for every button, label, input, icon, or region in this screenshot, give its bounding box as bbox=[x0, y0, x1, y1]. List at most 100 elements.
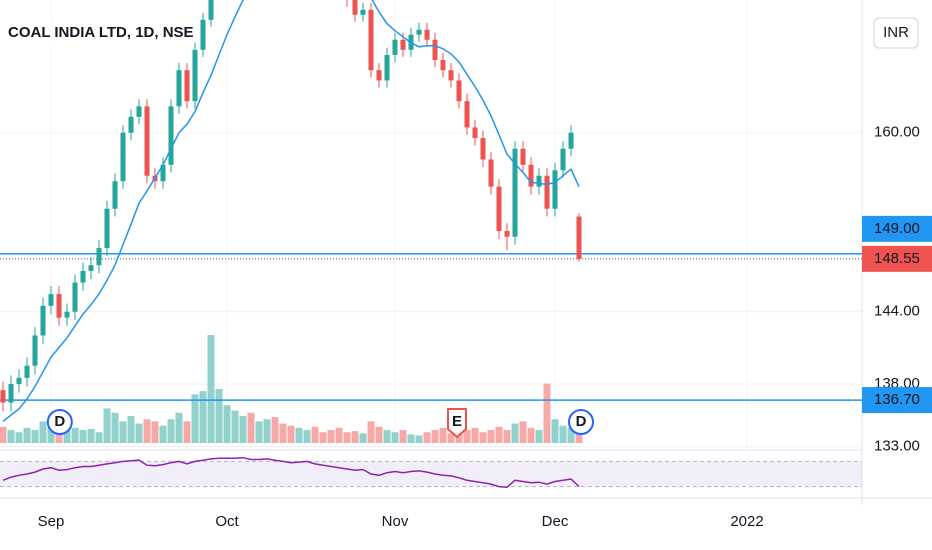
candle-body bbox=[432, 39, 438, 60]
candle-body bbox=[176, 70, 182, 107]
price-label: 148.55 bbox=[874, 250, 920, 267]
volume-bar bbox=[287, 425, 295, 443]
volume-bar bbox=[519, 421, 527, 443]
candle-body bbox=[192, 49, 198, 102]
y-tick-label: 160.00 bbox=[874, 124, 920, 141]
volume-bar bbox=[271, 417, 279, 443]
title-bg bbox=[0, 20, 192, 46]
dividend-marker[interactable] bbox=[46, 409, 73, 435]
volume-bar bbox=[87, 428, 95, 443]
volume-bar bbox=[495, 426, 503, 443]
volume-bar bbox=[327, 430, 335, 443]
volume-bar bbox=[119, 421, 127, 443]
candle-body bbox=[496, 186, 502, 232]
volume-bar bbox=[159, 425, 167, 443]
volume-bar bbox=[79, 430, 87, 443]
volume-bar bbox=[383, 430, 391, 443]
volume-bar bbox=[111, 412, 119, 443]
price-label-box bbox=[862, 387, 932, 414]
volume-bar bbox=[543, 383, 551, 443]
volume-bar bbox=[375, 426, 383, 443]
volume-bar bbox=[431, 430, 439, 443]
dividend-marker[interactable] bbox=[568, 409, 594, 435]
candle-body bbox=[520, 148, 526, 165]
candle-body bbox=[352, 0, 358, 15]
candle-body bbox=[24, 365, 30, 378]
volume-bar bbox=[415, 435, 423, 443]
rsi-band bbox=[0, 461, 862, 487]
candle-body bbox=[488, 159, 494, 187]
volume-bar bbox=[71, 427, 79, 443]
candle-body bbox=[200, 19, 206, 50]
volume-bar bbox=[279, 423, 287, 443]
currency-button[interactable] bbox=[873, 17, 919, 49]
event-label: E bbox=[452, 413, 462, 430]
volume-bar bbox=[447, 433, 455, 443]
volume-bar bbox=[487, 430, 495, 443]
volume-bar bbox=[103, 408, 111, 443]
volume-bar bbox=[503, 430, 511, 443]
volume-bar bbox=[239, 416, 247, 443]
volume-bar bbox=[263, 419, 271, 443]
candle-body bbox=[208, 0, 214, 20]
candle-body bbox=[568, 132, 574, 149]
candle-body bbox=[528, 164, 534, 187]
volume-bar bbox=[23, 427, 31, 443]
volume-bar bbox=[95, 432, 103, 443]
candle-body bbox=[8, 384, 14, 403]
candle-body bbox=[448, 70, 454, 81]
event-label: D bbox=[576, 413, 587, 430]
candle-body bbox=[160, 164, 166, 182]
y-tick-label: 144.00 bbox=[874, 303, 920, 320]
candle-body bbox=[480, 138, 486, 160]
x-tick-label: Sep bbox=[38, 513, 65, 530]
volume-bar bbox=[359, 433, 367, 443]
earnings-marker[interactable] bbox=[447, 408, 467, 439]
volume-bar bbox=[151, 421, 159, 443]
candle-body bbox=[504, 231, 510, 237]
volume-bar bbox=[311, 426, 319, 443]
volume-bar bbox=[439, 427, 447, 443]
moving-average bbox=[2, 0, 580, 422]
x-tick-label: Nov bbox=[382, 513, 409, 530]
candle-body bbox=[552, 170, 558, 209]
candle-body bbox=[416, 29, 422, 35]
candle-body bbox=[360, 9, 366, 15]
volume-bar bbox=[295, 427, 303, 443]
candle-body bbox=[16, 377, 22, 385]
candle-body bbox=[384, 54, 390, 81]
x-tick-label: Oct bbox=[215, 513, 239, 530]
rsi-line bbox=[2, 456, 580, 488]
candle-body bbox=[48, 294, 54, 306]
candle-body bbox=[120, 132, 126, 182]
candle-body bbox=[400, 39, 406, 50]
candle-body bbox=[392, 39, 398, 55]
candle-body bbox=[472, 127, 478, 139]
price-label-box bbox=[862, 215, 932, 242]
candle-body bbox=[456, 80, 462, 102]
volume-bar bbox=[247, 412, 255, 443]
volume-bar bbox=[127, 416, 135, 443]
candle-body bbox=[144, 106, 150, 176]
candle-body bbox=[440, 59, 446, 71]
volume-bar bbox=[343, 432, 351, 443]
y-tick-label: 133.00 bbox=[874, 438, 920, 455]
candle-body bbox=[464, 101, 470, 128]
candle-body bbox=[80, 270, 86, 283]
volume-bar bbox=[207, 335, 215, 443]
volume-bar bbox=[399, 430, 407, 443]
candle-body bbox=[112, 181, 118, 209]
volume-bar bbox=[391, 432, 399, 443]
candle-body bbox=[184, 70, 190, 102]
candle-body bbox=[376, 70, 382, 81]
x-tick-label: Dec bbox=[542, 513, 569, 530]
candle-body bbox=[96, 248, 102, 266]
candle-body bbox=[576, 216, 582, 259]
volume-bar bbox=[223, 405, 231, 443]
price-pane bbox=[0, 0, 862, 448]
x-tick-label: 2022 bbox=[730, 513, 763, 530]
candle-body bbox=[104, 208, 110, 249]
candle-body bbox=[560, 148, 566, 171]
